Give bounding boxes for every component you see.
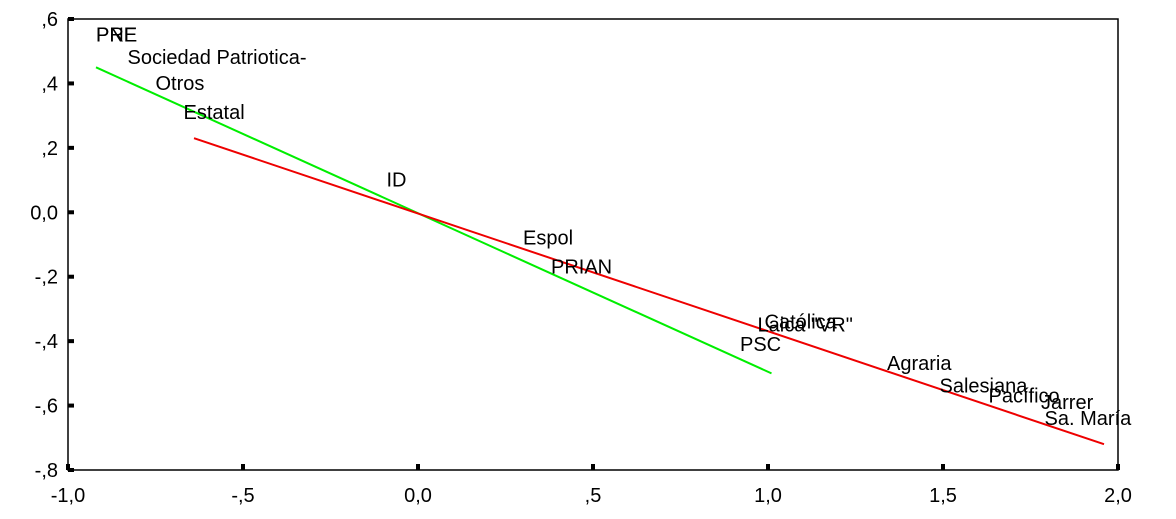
x-axis: -1,0 -,5 0,0 ,5 1,0 1,5 2,0	[51, 464, 1132, 507]
point-label: Otros	[156, 73, 205, 95]
x-tick-label: 2,0	[1104, 485, 1132, 507]
x-tick-label: ,5	[585, 485, 602, 507]
point-label: Sociedad Patriotica-	[128, 47, 307, 69]
y-axis: ,6 ,4 ,2 0,0 -,2 -,4 -,6 -,8	[30, 9, 74, 482]
y-tick-label: ,2	[41, 138, 58, 160]
fit-line-0	[95, 66, 772, 375]
x-tick-label: -1,0	[51, 485, 85, 507]
y-tick-label: -,6	[35, 396, 58, 418]
point-label: Salesiana	[940, 376, 1029, 398]
point-label: PRE	[96, 25, 137, 47]
x-tick-label: 1,0	[754, 485, 782, 507]
point-label: Agraria	[887, 353, 952, 375]
point-label: Jarrer	[1041, 392, 1094, 414]
point-label: Católica	[765, 311, 838, 333]
x-tick-label: 0,0	[404, 485, 432, 507]
fit-line-1	[193, 137, 1105, 446]
x-tick-label: -,5	[231, 485, 254, 507]
point-label: PSC	[740, 334, 781, 356]
plot-frame	[67, 18, 1119, 471]
y-tick-label: 0,0	[30, 202, 58, 224]
point-label: Pacífico	[989, 385, 1060, 407]
point-label: ID	[387, 170, 407, 192]
y-tick-label: -,2	[35, 267, 58, 289]
point-label: PRIAN	[551, 256, 612, 278]
point-label: PNE	[96, 25, 137, 47]
y-tick-label: -,8	[35, 460, 58, 482]
point-label: Espol	[523, 228, 573, 250]
fit-lines	[95, 66, 1105, 446]
point-label: Laica "VR"	[758, 314, 853, 336]
point-label: Sa. María	[1045, 408, 1133, 430]
y-tick-label: ,4	[41, 73, 58, 95]
x-tick-label: 1,5	[929, 485, 957, 507]
y-tick-label: ,6	[41, 9, 58, 31]
y-tick-label: -,4	[35, 331, 58, 353]
point-label: Estatal	[184, 102, 245, 124]
